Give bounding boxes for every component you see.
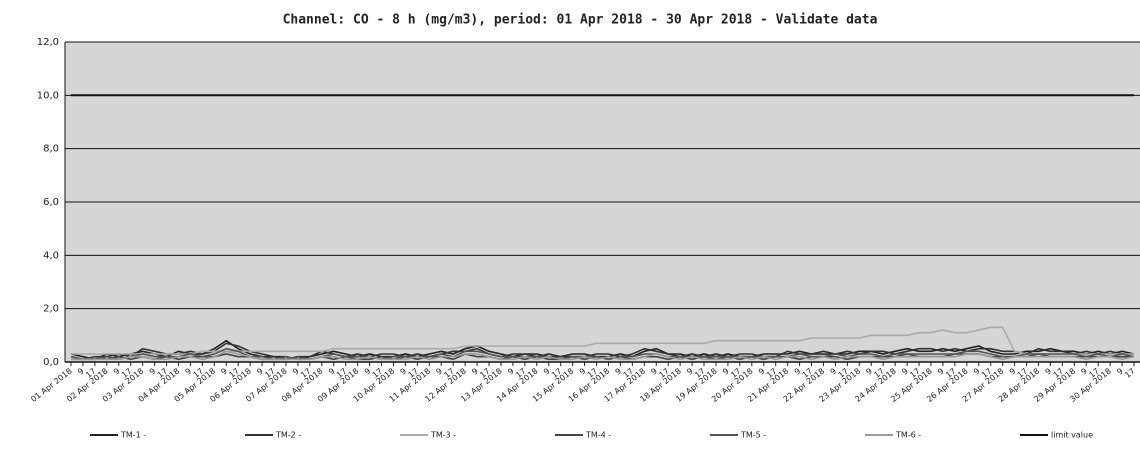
- x-tick-label: 9: [291, 366, 301, 376]
- x-tick-label: 9: [219, 366, 229, 376]
- x-tick-label: 9: [972, 366, 982, 376]
- y-tick-label: 2,0: [43, 304, 59, 315]
- series-line: [71, 326, 1134, 355]
- x-tick-label: 9: [1115, 366, 1125, 376]
- y-tick-label: 12,0: [37, 37, 59, 48]
- x-tick-label: 9: [542, 366, 552, 376]
- x-tick-label: 9: [255, 366, 265, 376]
- x-tick-label: 9: [327, 366, 337, 376]
- x-tick-label: 9: [506, 366, 516, 376]
- x-tick-label: 9: [721, 366, 731, 376]
- x-tick-label: 9: [936, 366, 946, 376]
- x-tick-label: 9: [864, 366, 874, 376]
- y-tick-label: 0,0: [43, 357, 59, 368]
- y-tick-label: 6,0: [43, 197, 59, 208]
- x-tick-label: 9: [148, 366, 158, 376]
- legend-label: TM-4 -: [585, 431, 611, 440]
- x-tick-label: 9: [578, 366, 588, 376]
- legend-label: TM-1 -: [120, 431, 146, 440]
- x-tick-label: 9: [900, 366, 910, 376]
- series-line: [71, 350, 1135, 361]
- legend-label: TM-2 -: [275, 431, 301, 440]
- x-tick-label: 9: [1079, 366, 1089, 376]
- y-tick-label: 4,0: [43, 250, 59, 261]
- x-tick-label: 9: [434, 366, 444, 376]
- x-tick-label: 9: [757, 366, 767, 376]
- x-tick-label: 9: [793, 366, 803, 376]
- x-tick-label: 9: [470, 366, 480, 376]
- x-tick-label: 9: [1008, 366, 1018, 376]
- legend-label: TM-5 -: [740, 431, 766, 440]
- series-line: [70, 342, 1134, 361]
- x-tick-label: 9: [614, 366, 624, 376]
- legend-label: limit value: [1051, 431, 1093, 440]
- x-tick-label: 9: [1044, 366, 1054, 376]
- y-tick-label: 8,0: [43, 144, 59, 155]
- x-tick-label: 9: [184, 366, 194, 376]
- x-tick-label: 9: [363, 366, 373, 376]
- legend-label: TM-6 -: [895, 431, 921, 440]
- chart-title: Channel: CO - 8 h (mg/m3), period: 01 Ap…: [283, 13, 878, 28]
- y-tick-label: 10,0: [37, 90, 59, 101]
- legend-label: TM-3 -: [430, 431, 456, 440]
- x-tick-label: 9: [649, 366, 659, 376]
- x-tick-label: 9: [76, 366, 86, 376]
- x-tick-label: 9: [112, 366, 122, 376]
- x-tick-label: 9: [685, 366, 695, 376]
- x-tick-label: 9: [399, 366, 409, 376]
- x-tick-label: 17: [1123, 366, 1137, 379]
- x-tick-label: 9: [829, 366, 839, 376]
- series-line: [70, 339, 1135, 361]
